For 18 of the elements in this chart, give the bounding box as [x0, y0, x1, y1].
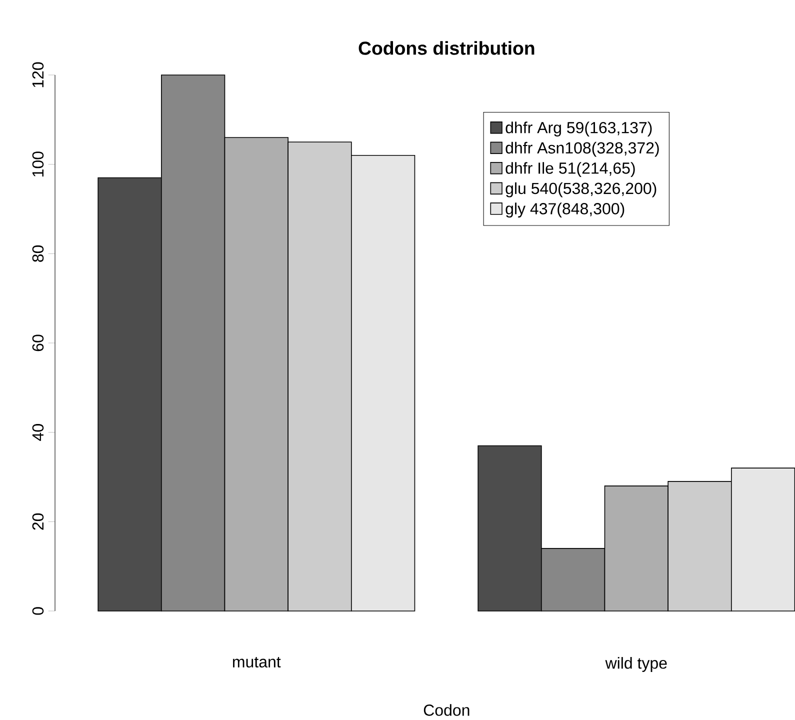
legend-label: dhfr Ile 51(214,65) [506, 162, 635, 177]
y-tick-label: 0 [32, 607, 44, 615]
y-tick-label: 60 [32, 334, 44, 352]
legend-label: glu 540(538,326,200) [506, 182, 656, 198]
bar [731, 468, 795, 612]
y-tick-label: 120 [32, 62, 44, 88]
y-tick-label: 80 [32, 245, 44, 262]
legend-label: dhfr Asn108(328,372) [506, 142, 659, 157]
y-tick-label: 40 [32, 424, 44, 441]
x-tick-label: mutant [233, 657, 281, 668]
legend-label: gly 437(848,300) [506, 202, 624, 218]
bar [351, 154, 416, 612]
y-tick-label: 100 [32, 152, 44, 176]
x-tick-label: wild type [605, 657, 667, 672]
x-axis-title: Codon [424, 704, 470, 716]
legend-label: dhfr Arg 59(163,137) [506, 122, 652, 136]
y-tick-label: 20 [32, 513, 44, 530]
chart-title: Codons distribution [358, 41, 534, 55]
